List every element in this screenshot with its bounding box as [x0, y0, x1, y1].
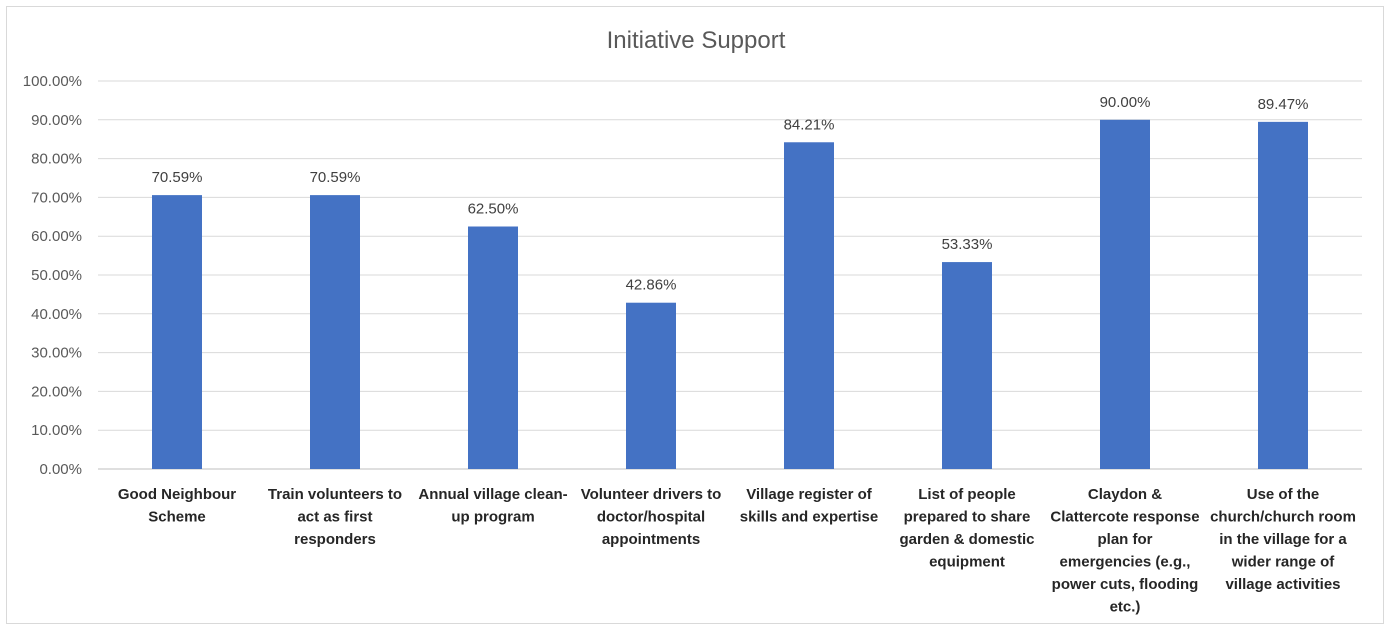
bars [152, 119, 1308, 470]
category-label: List of people prepared to share garden & … [899, 486, 1034, 571]
data-label: 53.33% [942, 236, 993, 253]
bar [626, 302, 676, 469]
category-label: Use of the church/church room in the villa… [1210, 486, 1356, 593]
x-axis-categories: Good Neighbour Scheme Train volunteers to a… [118, 486, 1356, 616]
bar [1100, 119, 1150, 470]
y-tick-label: 0.00% [39, 461, 82, 478]
y-axis-ticks: 0.00% 10.00% 20.00% 30.00% 40.00% 50.00% 60.00… [23, 73, 82, 478]
y-tick-label: 100.00% [23, 73, 82, 90]
data-label: 89.47% [1258, 96, 1309, 113]
bar [942, 262, 992, 469]
data-label: 70.59% [152, 169, 203, 186]
data-labels: 70.59% 70.59% 62.50% 42.86% 84.21% 53.33% 90.0… [152, 94, 1309, 294]
bar [784, 142, 834, 469]
category-label: Volunteer drivers to doctor/hospital appoi… [581, 486, 722, 548]
y-tick-label: 20.00% [31, 383, 82, 400]
y-tick-label: 40.00% [31, 306, 82, 323]
y-tick-label: 30.00% [31, 345, 82, 362]
y-tick-label: 90.00% [31, 112, 82, 129]
y-tick-label: 70.00% [31, 189, 82, 206]
category-label: Good Neighbour Scheme [118, 486, 236, 526]
data-label: 70.59% [310, 169, 361, 186]
category-label: Village register of skills and expertise [740, 486, 878, 526]
gridlines [98, 80, 1362, 470]
category-label: Train volunteers to act as first responder… [268, 486, 402, 548]
data-label: 42.86% [626, 277, 677, 294]
bar [1258, 121, 1308, 470]
chart-area [6, 6, 1384, 624]
chart-title: Initiative Support [607, 27, 786, 54]
y-tick-label: 50.00% [31, 267, 82, 284]
y-tick-label: 60.00% [31, 228, 82, 245]
y-tick-label: 80.00% [31, 151, 82, 168]
data-label: 62.50% [468, 201, 519, 218]
category-label: Claydon & Clattercote response plan for eme… [1050, 486, 1199, 616]
bar [468, 226, 518, 469]
category-label: Annual village clean-up program [418, 486, 567, 526]
bar [152, 195, 202, 470]
y-tick-label: 10.00% [31, 422, 82, 439]
data-label: 84.21% [784, 116, 835, 133]
data-label: 90.00% [1100, 94, 1151, 111]
bar [310, 195, 360, 470]
